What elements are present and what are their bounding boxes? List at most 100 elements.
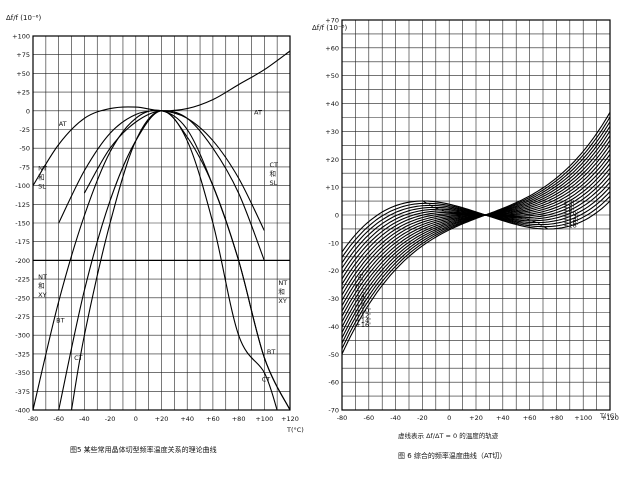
right-tick-labels: +70+60+50+40+30+20+100-10-20-30-40-50-60… xyxy=(325,17,619,423)
left-curve-label: AT xyxy=(254,109,262,117)
right-curve-label: +4' xyxy=(563,201,575,209)
left-y-tick: -150 xyxy=(15,220,30,228)
left-y-tick: -300 xyxy=(15,332,30,340)
left-y-tick: -200 xyxy=(15,257,30,265)
left-ylabel: Δf/f (10⁻⁶) xyxy=(6,14,41,22)
right-y-tick: +70 xyxy=(325,17,339,25)
right-y-tick: +40 xyxy=(325,100,339,108)
right-curve-label: +14' xyxy=(563,216,579,224)
right-x-tick: -40 xyxy=(390,414,401,422)
left-tick-labels: +100 +75 +50 +25 0 -25 -50 -75 -100 -125 -150 -175 -… xyxy=(12,33,299,424)
left-series-CT-和-SL xyxy=(83,110,265,261)
left-curve-label: XY xyxy=(278,297,286,305)
right-y-tick: +50 xyxy=(325,72,339,80)
right-curve-label: -4' xyxy=(355,273,363,281)
left-chart: Δf/f (10⁻⁶) +100 +75 +50 +25 0 -25 -50 -75 -100 -… xyxy=(6,14,304,454)
left-y-tick: -175 xyxy=(15,238,30,246)
right-curve-label: +10' xyxy=(563,210,579,218)
left-curve-label: AT xyxy=(59,120,67,128)
left-curve-label: NT xyxy=(278,279,287,287)
right-x-tick: +60 xyxy=(523,414,537,422)
left-x-tick: +80 xyxy=(232,415,246,423)
right-y-tick: -70 xyxy=(328,407,339,415)
right-curve-label: +8' xyxy=(563,207,575,215)
left-x-tick: -20 xyxy=(105,415,116,423)
right-y-tick: -10 xyxy=(328,239,339,247)
left-x-tick: -40 xyxy=(79,415,90,423)
right-footnote: 虚线表示 Δf/ΔT = 0 的温度的轨迹 xyxy=(398,431,499,440)
left-grid xyxy=(32,35,291,411)
left-y-tick: -100 xyxy=(15,182,30,190)
right-x-tick: -60 xyxy=(363,414,374,422)
right-y-tick: -20 xyxy=(328,267,339,275)
right-y-tick: -50 xyxy=(328,351,339,359)
right-curve-label: +10' xyxy=(355,307,371,315)
left-y-tick: -325 xyxy=(15,350,30,358)
left-y-tick: +50 xyxy=(16,70,30,78)
left-curve-label: CT xyxy=(269,161,278,169)
right-curve-label: +6' xyxy=(563,204,575,212)
left-x-tick: +120 xyxy=(281,415,299,423)
right-y-tick: 0 xyxy=(335,212,339,220)
right-curve-label: -2' xyxy=(355,277,363,285)
left-frame xyxy=(32,35,291,411)
left-y-tick: -400 xyxy=(15,407,30,415)
right-frame xyxy=(341,19,611,411)
left-xlabel: T(°C) xyxy=(286,426,304,434)
right-curve-label: +12' xyxy=(355,311,371,319)
left-curve-label: BT xyxy=(267,348,275,356)
left-y-tick: -50 xyxy=(19,145,30,153)
right-curve-label: +6' xyxy=(355,297,367,305)
right-curve-label: +14' xyxy=(355,316,371,324)
left-x-tick: +100 xyxy=(255,415,273,423)
left-curve-label: 和 xyxy=(278,287,285,296)
left-curve-label: 和 xyxy=(38,281,45,290)
right-y-tick: +10 xyxy=(325,184,339,192)
right-xlabel: T(°C) xyxy=(599,412,617,420)
right-x-tick: -20 xyxy=(417,414,428,422)
right-y-tick: -60 xyxy=(328,379,339,387)
left-y-tick: -375 xyxy=(15,388,30,396)
right-curve-label: +8' xyxy=(355,302,367,310)
left-y-tick: -350 xyxy=(15,369,30,377)
right-chart: Δf/f (10⁻⁶) +70+60+50+40+30+20+100-10-20… xyxy=(312,17,619,461)
right-y-tick: -40 xyxy=(328,323,339,331)
right-curve-label: +18' xyxy=(563,222,579,230)
right-x-tick: +100 xyxy=(574,414,592,422)
right-x-tick: +40 xyxy=(496,414,510,422)
left-x-tick: +60 xyxy=(206,415,220,423)
right-x-tick: +20 xyxy=(469,414,483,422)
left-y-tick: +100 xyxy=(12,33,30,41)
right-y-tick: -30 xyxy=(328,295,339,303)
right-turning-locus xyxy=(422,200,548,230)
left-series-CT xyxy=(70,110,278,411)
right-y-tick: +60 xyxy=(325,44,339,52)
right-y-tick: +30 xyxy=(325,128,339,136)
right-x-tick: +80 xyxy=(550,414,564,422)
left-x-tick: 0 xyxy=(134,415,138,423)
right-caption: 图 6 综合的频率温度曲线（AT切） xyxy=(398,451,506,460)
right-x-tick: +120 xyxy=(601,414,619,422)
right-curve-labels: +16'+14'+12'+10'+8'+6'+4'+2'0'-2'-4'+2'+… xyxy=(355,198,578,329)
right-curve-label: +2' xyxy=(563,198,575,206)
left-y-tick: -275 xyxy=(15,313,30,321)
left-curve-label: NT xyxy=(38,273,47,281)
right-y-tick: +20 xyxy=(325,156,339,164)
right-curve-label: 0' xyxy=(355,282,361,290)
left-y-tick: 0 xyxy=(26,107,30,115)
left-curve-label: XY xyxy=(38,291,46,299)
left-y-tick: -25 xyxy=(19,126,30,134)
left-curve-label: NT xyxy=(38,165,47,173)
right-curve-label: +16' xyxy=(355,321,371,329)
left-curve-label: 和 xyxy=(269,169,276,178)
left-x-tick: +20 xyxy=(155,415,169,423)
right-curve-label: +4' xyxy=(355,292,367,300)
left-curve-label: SL xyxy=(38,183,46,191)
right-curve-label: +2' xyxy=(355,287,367,295)
left-y-tick: -225 xyxy=(15,276,30,284)
left-x-tick: -80 xyxy=(28,415,39,423)
right-curve-label: +16' xyxy=(563,219,579,227)
right-series-18 xyxy=(341,200,611,253)
